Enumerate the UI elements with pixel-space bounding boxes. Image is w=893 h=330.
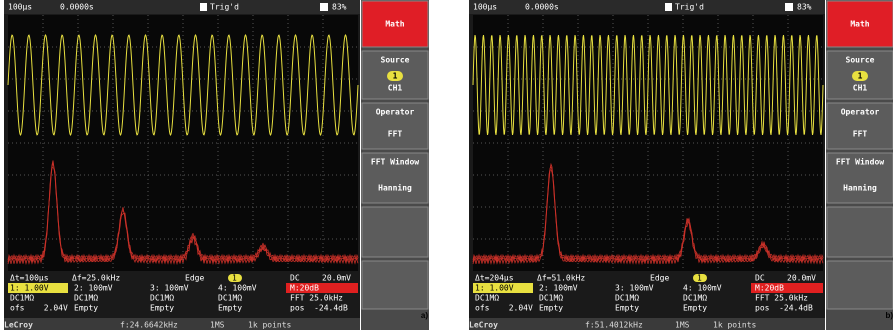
timebase: 100μs <box>8 3 32 12</box>
status-text: Δf=25.0kHz <box>72 274 120 283</box>
footer-bg <box>4 318 360 330</box>
footer-text: 1k points <box>248 321 292 330</box>
channel-info: 3: 100mV <box>615 284 654 293</box>
menu-item[interactable] <box>362 207 428 257</box>
zoom: 83% <box>797 3 812 12</box>
top-bar <box>469 0 825 14</box>
menu-text: Source <box>381 56 410 65</box>
menu-text: 1 <box>858 72 863 81</box>
panel-label: a) <box>421 311 428 320</box>
channel-info: 3: 100mV <box>150 284 189 293</box>
channel-info: DC1MΩ <box>475 294 499 303</box>
timebase: 100μs <box>473 3 497 12</box>
menu-text: Operator <box>841 108 880 117</box>
side-menu: Math Source 1 CH1 Operator FFT FFT Window Hanni… <box>361 0 429 330</box>
channel-info: DC1MΩ <box>683 294 707 303</box>
status-text: Δf=51.0kHz <box>537 274 585 283</box>
status-text: Edge <box>650 274 669 283</box>
footer-bg <box>469 318 825 330</box>
channel-info: M:20dB <box>755 284 784 293</box>
delay: 0.0000s <box>525 3 559 12</box>
panel-label: b) <box>885 311 893 320</box>
menu-item[interactable] <box>827 261 893 309</box>
channel-info: Empty <box>74 304 98 313</box>
channel-info: 2: 100mV <box>539 284 578 293</box>
footer-text: LeCroy <box>469 321 498 330</box>
oscilloscope-panel: 100μs 0.0000s Trig'd 83% Δt=100μs Δf=25.0kHz E… <box>4 0 429 330</box>
channel-info: ofs 2.04V <box>475 304 533 313</box>
menu-item[interactable] <box>362 261 428 309</box>
channel-info: Empty <box>218 304 242 313</box>
menu-text: Math <box>385 20 404 29</box>
menu-text: Hanning <box>378 183 412 193</box>
footer-text: 1MS <box>210 321 225 330</box>
menu-text: Hanning <box>843 183 877 193</box>
status-text: 20.0mV <box>322 274 351 283</box>
channel-info: M:20dB <box>290 284 319 293</box>
screenshot: 100μs 0.0000s Trig'd 83% Δt=100μs Δf=25.0kHz E… <box>0 0 893 330</box>
channel-info: DC1MΩ <box>10 294 34 303</box>
menu-text: CH1 <box>853 84 868 93</box>
status-text: 1 <box>232 274 237 283</box>
channel-info: 4: 100mV <box>218 284 257 293</box>
channel-info: 1: 1.00V <box>475 284 514 293</box>
menu-text: Source <box>846 56 875 65</box>
channel-info: DC1MΩ <box>615 294 639 303</box>
footer-text: f:51.4012kHz <box>585 321 643 330</box>
trigger-icon <box>200 3 207 11</box>
menu-text: FFT Window <box>371 157 419 167</box>
side-menu: Math Source 1 CH1 Operator FFT FFT Window Hanni… <box>826 0 893 330</box>
status-text: DC <box>290 274 300 283</box>
channel-info: 2: 100mV <box>74 284 113 293</box>
zoom: 83% <box>332 3 347 12</box>
footer-text: LeCroy <box>4 321 33 330</box>
channel-info: pos -24.4dB <box>290 304 348 313</box>
footer-text: 1MS <box>675 321 690 330</box>
menu-text: FFT Window <box>836 157 884 167</box>
channel-info: 4: 100mV <box>683 284 722 293</box>
channel-info: DC1MΩ <box>539 294 563 303</box>
channel-info: ofs 2.04V <box>10 304 68 313</box>
channel-info: 1: 1.00V <box>10 284 49 293</box>
menu-item[interactable] <box>827 207 893 257</box>
menu-text: FFT <box>853 130 868 139</box>
waveform-area <box>473 15 823 271</box>
status-text: DC <box>755 274 765 283</box>
channel-info: Empty <box>539 304 563 313</box>
top-bar <box>4 0 360 14</box>
battery-icon <box>320 3 328 11</box>
status-text: Edge <box>185 274 204 283</box>
status-text: Δt=100μs <box>10 274 49 283</box>
battery-icon <box>785 3 793 11</box>
status-text: 1 <box>697 274 702 283</box>
channel-info: pos -24.4dB <box>755 304 813 313</box>
status-text: 20.0mV <box>787 274 816 283</box>
trigger-icon <box>665 3 672 11</box>
menu-text: Math <box>850 20 869 29</box>
menu-text: FFT <box>388 130 403 139</box>
trigger-status: Trig'd <box>210 3 239 12</box>
menu-text: CH1 <box>388 84 403 93</box>
channel-info: Empty <box>150 304 174 313</box>
menu-text: Operator <box>376 108 415 117</box>
channel-info: Empty <box>615 304 639 313</box>
channel-info: DC1MΩ <box>150 294 174 303</box>
oscilloscope-panel: 100μs 0.0000s Trig'd 83% Δt=204μs Δf=51.0kHz E… <box>469 0 893 330</box>
channel-info: FFT 25.0kHz <box>290 294 343 303</box>
channel-info: Empty <box>683 304 707 313</box>
waveform-area <box>8 15 358 271</box>
channel-info: DC1MΩ <box>218 294 242 303</box>
trigger-status: Trig'd <box>675 3 704 12</box>
footer-text: 1k points <box>713 321 757 330</box>
status-text: Δt=204μs <box>475 274 514 283</box>
delay: 0.0000s <box>60 3 94 12</box>
footer-text: f:24.6642kHz <box>120 321 178 330</box>
channel-info: FFT 25.0kHz <box>755 294 808 303</box>
menu-text: 1 <box>393 72 398 81</box>
channel-info: DC1MΩ <box>74 294 98 303</box>
